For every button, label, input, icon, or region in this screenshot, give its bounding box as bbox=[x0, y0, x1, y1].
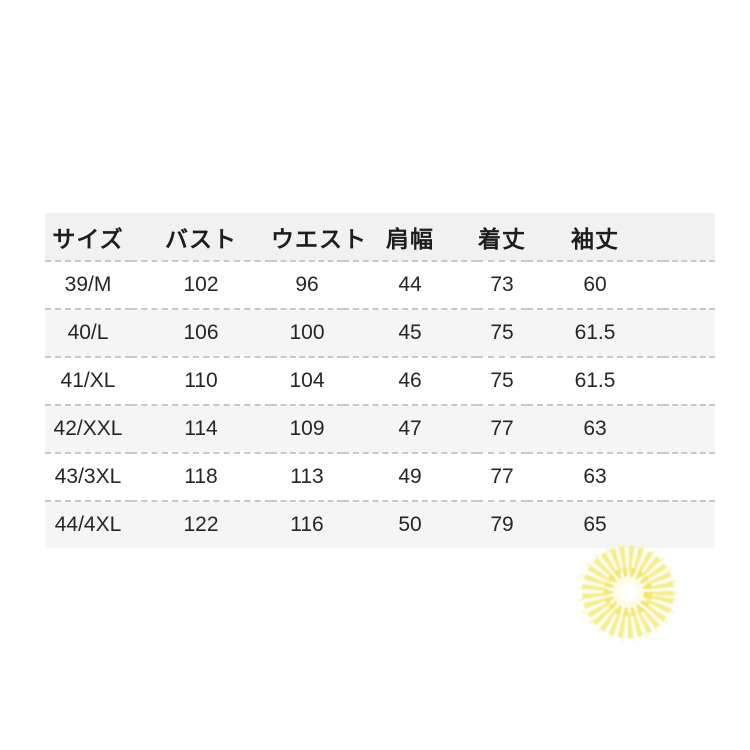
table-cell: 104 bbox=[271, 357, 343, 406]
table-cell: 122 bbox=[131, 501, 271, 548]
table-cell: 61.5 bbox=[527, 309, 663, 358]
table-cell: 44 bbox=[343, 261, 477, 310]
column-header-size: サイズ bbox=[45, 213, 131, 262]
table-row: 44/4XL 122 116 50 79 65 bbox=[45, 501, 715, 548]
column-header-bust: バスト bbox=[131, 213, 271, 262]
table-cell: 50 bbox=[343, 501, 477, 548]
table-cell: 100 bbox=[271, 309, 343, 358]
table-cell: 75 bbox=[477, 357, 527, 406]
table-cell: 96 bbox=[271, 261, 343, 310]
table-cell: 106 bbox=[131, 309, 271, 358]
table-cell: 41/XL bbox=[45, 357, 131, 406]
table-row: 40/L 106 100 45 75 61.5 bbox=[45, 309, 715, 358]
table-cell: 75 bbox=[477, 309, 527, 358]
spacer-cell bbox=[663, 261, 715, 310]
spacer-cell bbox=[663, 501, 715, 548]
sun-burst-icon bbox=[573, 537, 683, 647]
table-cell: 42/XXL bbox=[45, 405, 131, 454]
spacer-cell bbox=[663, 453, 715, 502]
table-cell: 45 bbox=[343, 309, 477, 358]
table-cell: 113 bbox=[271, 453, 343, 502]
table-row: 42/XXL 114 109 47 77 63 bbox=[45, 405, 715, 454]
table-cell: 114 bbox=[131, 405, 271, 454]
spacer-cell bbox=[663, 357, 715, 406]
table-cell: 46 bbox=[343, 357, 477, 406]
table-cell: 40/L bbox=[45, 309, 131, 358]
table-header: サイズ バスト ウエスト 肩幅 着丈 袖丈 bbox=[45, 213, 715, 262]
table-row: 43/3XL 118 113 49 77 63 bbox=[45, 453, 715, 502]
table-cell: 44/4XL bbox=[45, 501, 131, 548]
table-cell: 61.5 bbox=[527, 357, 663, 406]
table-row: 41/XL 110 104 46 75 61.5 bbox=[45, 357, 715, 406]
table-cell: 63 bbox=[527, 405, 663, 454]
column-header-length: 着丈 bbox=[477, 213, 527, 262]
table-cell: 102 bbox=[131, 261, 271, 310]
table-cell: 47 bbox=[343, 405, 477, 454]
table-cell: 39/M bbox=[45, 261, 131, 310]
table-cell: 73 bbox=[477, 261, 527, 310]
spacer-cell bbox=[663, 405, 715, 454]
table-cell: 110 bbox=[131, 357, 271, 406]
table-cell: 116 bbox=[271, 501, 343, 548]
column-header-shoulder: 肩幅 bbox=[343, 213, 477, 262]
size-chart-table: サイズ バスト ウエスト 肩幅 着丈 袖丈 39/M 102 96 44 73 60 40/… bbox=[45, 213, 715, 548]
table-cell: 65 bbox=[527, 501, 663, 548]
table-cell: 109 bbox=[271, 405, 343, 454]
table-cell: 49 bbox=[343, 453, 477, 502]
spacer-cell bbox=[663, 309, 715, 358]
table-cell: 77 bbox=[477, 453, 527, 502]
header-row: サイズ バスト ウエスト 肩幅 着丈 袖丈 bbox=[45, 213, 715, 262]
table-cell: 79 bbox=[477, 501, 527, 548]
table-cell: 60 bbox=[527, 261, 663, 310]
table-row: 39/M 102 96 44 73 60 bbox=[45, 261, 715, 310]
table-cell: 63 bbox=[527, 453, 663, 502]
table-cell: 43/3XL bbox=[45, 453, 131, 502]
column-header-waist: ウエスト bbox=[271, 213, 366, 262]
table-body: 39/M 102 96 44 73 60 40/L 106 100 45 75 61.5 41/XL 11… bbox=[45, 261, 715, 548]
table-cell: 77 bbox=[477, 405, 527, 454]
column-header-sleeve: 袖丈 bbox=[527, 213, 663, 262]
spacer-column bbox=[663, 213, 715, 262]
table-cell: 118 bbox=[131, 453, 271, 502]
